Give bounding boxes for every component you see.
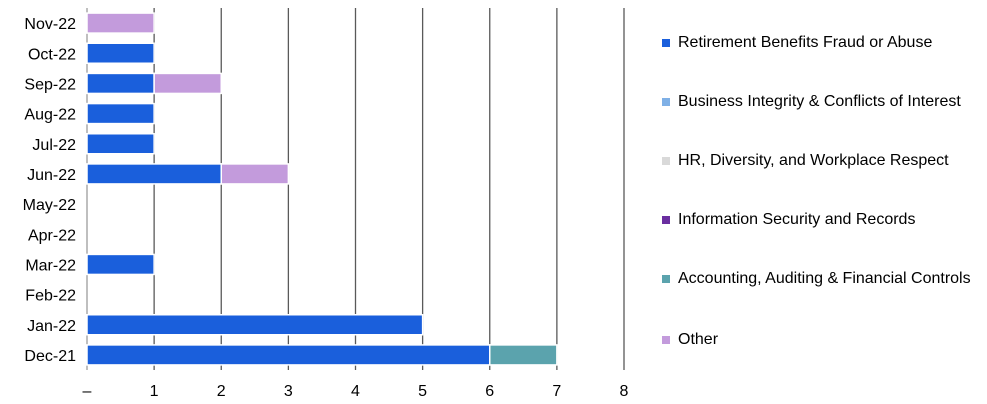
- y-tick-label: Jun-22: [27, 167, 76, 184]
- legend-item: Retirement Benefits Fraud or Abuse: [662, 32, 978, 54]
- bar-segment: [86, 253, 155, 276]
- x-tick-label: 1: [150, 383, 159, 400]
- bar-segment: [86, 72, 155, 95]
- legend-swatch: [662, 216, 670, 224]
- x-tick-label: 2: [217, 383, 226, 400]
- legend-item: Accounting, Auditing & Financial Control…: [662, 268, 978, 290]
- legend-swatch: [662, 157, 670, 165]
- y-tick-label: Nov-22: [24, 16, 76, 33]
- legend-label: Information Security and Records: [678, 211, 916, 228]
- x-tick-label: –: [83, 383, 92, 400]
- legend-swatch: [662, 336, 670, 344]
- x-tick-label: 7: [552, 383, 561, 400]
- y-tick-label: Feb-22: [25, 288, 76, 305]
- legend-label: Accounting, Auditing & Financial Control…: [678, 270, 971, 287]
- legend-label: Other: [678, 331, 719, 348]
- x-tick-label: 6: [485, 383, 494, 400]
- bar-segment: [86, 163, 222, 185]
- x-tick-label: 8: [620, 383, 629, 400]
- legend-label: Business Integrity & Conflicts of Intere…: [678, 93, 961, 110]
- y-tick-label: Oct-22: [28, 46, 76, 63]
- bar-segment: [86, 133, 155, 155]
- bar-segment: [220, 163, 290, 185]
- legend-label: Retirement Benefits Fraud or Abuse: [678, 34, 933, 51]
- legend-label: HR, Diversity, and Workplace Respect: [678, 152, 949, 169]
- y-tick-label: Dec-21: [24, 348, 76, 365]
- bar-segment: [86, 12, 155, 34]
- y-tick-label: Sep-22: [24, 76, 76, 93]
- x-tick-label: 5: [418, 383, 427, 400]
- legend-swatch: [662, 275, 670, 283]
- bar-segment: [153, 72, 222, 95]
- y-tick-label: Jul-22: [32, 137, 76, 154]
- y-tick-label: Aug-22: [24, 107, 76, 124]
- bar-segment: [86, 344, 491, 366]
- y-tick-label: Mar-22: [25, 257, 76, 274]
- y-tick-label: May-22: [23, 197, 76, 214]
- bar-segment: [86, 314, 424, 336]
- bar-segment: [489, 344, 558, 366]
- x-tick-label: 4: [351, 383, 360, 400]
- legend-item: Information Security and Records: [662, 209, 978, 231]
- x-tick-label: 3: [284, 383, 293, 400]
- legend-swatch: [662, 39, 670, 47]
- legend-item: HR, Diversity, and Workplace Respect: [662, 150, 978, 172]
- legend-item: Business Integrity & Conflicts of Intere…: [662, 91, 978, 113]
- legend-swatch: [662, 98, 670, 106]
- y-tick-label: Apr-22: [28, 227, 76, 244]
- bar-segment: [86, 42, 155, 64]
- y-tick-label: Jan-22: [27, 318, 76, 335]
- legend-item: Other: [662, 329, 978, 351]
- bar-segment: [86, 102, 155, 125]
